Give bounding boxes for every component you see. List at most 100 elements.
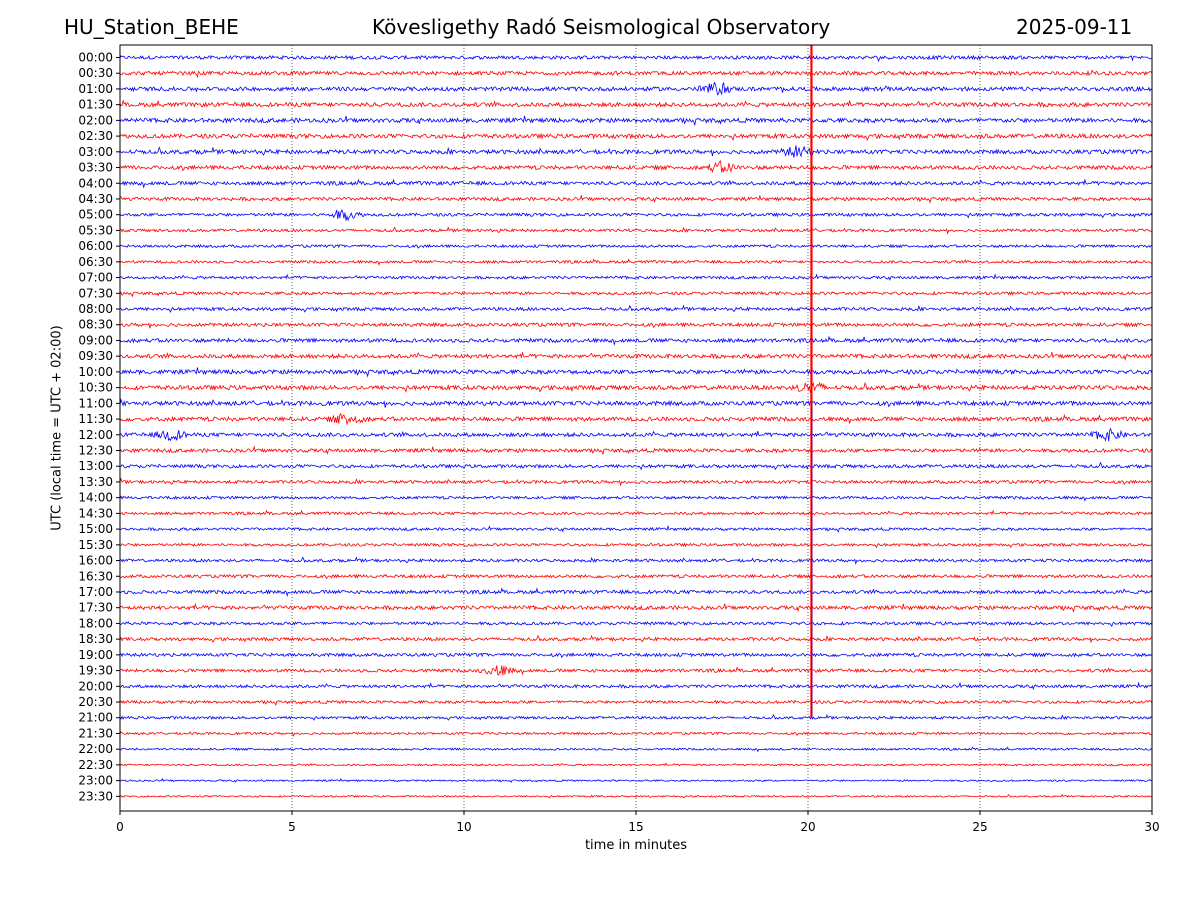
station-title: HU_Station_BEHE [64, 15, 239, 39]
y-tick-label-2100: 21:00 [78, 711, 113, 725]
y-tick-label-1830: 18:30 [78, 632, 113, 646]
y-tick-label-0200: 02:00 [78, 113, 113, 127]
trace-0000 [119, 54, 1153, 63]
y-tick-label-0230: 02:30 [78, 129, 113, 143]
trace-0200 [119, 115, 1153, 127]
y-tick-label-0500: 05:00 [78, 208, 113, 222]
y-tick-label-2230: 22:30 [78, 758, 113, 772]
trace-2130 [119, 731, 1153, 737]
y-tick-label-0530: 05:30 [78, 223, 113, 237]
y-tick-label-1900: 19:00 [78, 648, 113, 662]
trace-2300 [120, 778, 1153, 784]
trace-1300 [119, 461, 1153, 471]
y-tick-label-1130: 11:30 [78, 412, 113, 426]
x-tick-label-6: 30 [1144, 820, 1159, 834]
date-title: 2025-09-11 [1016, 15, 1133, 39]
trace-2230 [119, 762, 1153, 767]
y-tick-label-0900: 09:00 [78, 333, 113, 347]
trace-1230 [119, 445, 1153, 456]
trace-1730 [119, 602, 1153, 613]
trace-1030 [119, 381, 1153, 394]
trace-1630 [119, 573, 1153, 580]
y-tick-label-1330: 13:30 [78, 475, 113, 489]
y-tick-label-1730: 17:30 [78, 601, 113, 615]
y-tick-label-0300: 03:00 [78, 145, 113, 159]
x-tick-label-4: 20 [800, 820, 815, 834]
y-tick-label-0700: 07:00 [78, 271, 113, 285]
trace-0400 [119, 178, 1153, 189]
trace-1430 [119, 509, 1153, 516]
trace-0730 [119, 290, 1153, 298]
y-tick-label-2030: 20:30 [78, 695, 113, 709]
y-tick-label-1930: 19:30 [78, 664, 113, 678]
trace-0800 [120, 304, 1153, 313]
y-tick-label-2200: 22:00 [78, 742, 113, 756]
y-tick-label-0430: 04:30 [78, 192, 113, 206]
y-tick-label-0000: 00:00 [78, 51, 113, 65]
trace-2000 [119, 681, 1153, 691]
trace-2100 [119, 713, 1153, 721]
trace-1830 [119, 634, 1153, 643]
y-tick-label-1400: 14:00 [78, 491, 113, 505]
y-tick-label-1530: 15:30 [78, 538, 113, 552]
trace-1900 [119, 652, 1153, 659]
y-tick-label-0030: 00:30 [78, 66, 113, 80]
y-tick-label-1600: 16:00 [78, 554, 113, 568]
y-tick-label-1030: 10:30 [78, 381, 113, 395]
trace-0700 [119, 273, 1153, 282]
trace-1000 [119, 367, 1153, 378]
trace-0300 [119, 145, 1153, 158]
y-tick-label-2130: 21:30 [78, 726, 113, 740]
y-tick-label-1200: 12:00 [78, 428, 113, 442]
y-tick-label-0330: 03:30 [78, 161, 113, 175]
y-tick-label-0800: 08:00 [78, 302, 113, 316]
trace-0900 [119, 335, 1153, 346]
y-tick-label-2330: 23:30 [78, 789, 113, 803]
trace-0100 [119, 81, 1153, 96]
trace-1930 [119, 665, 1153, 676]
y-tick-label-2300: 23:00 [78, 774, 113, 788]
trace-1400 [119, 495, 1153, 502]
y-tick-label-0100: 01:00 [78, 82, 113, 96]
y-tick-label-0830: 08:30 [78, 318, 113, 332]
x-tick-label-0: 0 [116, 820, 124, 834]
x-axis-label: time in minutes [584, 838, 688, 853]
trace-0530 [119, 226, 1153, 235]
trace-0430 [119, 194, 1153, 204]
x-tick-label-2: 10 [456, 820, 471, 834]
y-tick-label-1100: 11:00 [78, 396, 113, 410]
trace-1130 [119, 412, 1153, 426]
trace-1500 [119, 524, 1153, 533]
trace-0330 [119, 160, 1153, 174]
trace-1600 [120, 556, 1153, 566]
trace-0830 [119, 321, 1153, 329]
y-tick-label-2000: 20:00 [78, 679, 113, 693]
y-tick-label-1230: 12:30 [78, 444, 113, 458]
trace-2330 [119, 793, 1153, 799]
trace-1100 [119, 398, 1153, 408]
trace-1330 [119, 477, 1153, 487]
y-tick-label-1500: 15:00 [78, 522, 113, 536]
y-tick-label-1630: 16:30 [78, 569, 113, 583]
trace-0130 [119, 99, 1153, 109]
trace-0600 [119, 243, 1153, 249]
y-tick-label-0600: 06:00 [78, 239, 113, 253]
trace-0500 [119, 208, 1153, 222]
x-tick-label-3: 15 [628, 820, 643, 834]
trace-0230 [119, 132, 1153, 142]
trace-2200 [119, 746, 1153, 753]
y-tick-label-1000: 10:00 [78, 365, 113, 379]
y-tick-label-0400: 04:00 [78, 176, 113, 190]
y-tick-label-0930: 09:30 [78, 349, 113, 363]
trace-1800 [119, 620, 1153, 628]
y-tick-label-0130: 01:30 [78, 98, 113, 112]
trace-1700 [119, 587, 1153, 598]
trace-0630 [119, 258, 1153, 266]
trace-0930 [119, 351, 1153, 362]
trace-0030 [119, 69, 1153, 79]
y-tick-label-0730: 07:30 [78, 286, 113, 300]
x-tick-label-5: 25 [972, 820, 987, 834]
y-tick-label-1800: 18:00 [78, 616, 113, 630]
y-tick-label-1430: 14:30 [78, 506, 113, 520]
